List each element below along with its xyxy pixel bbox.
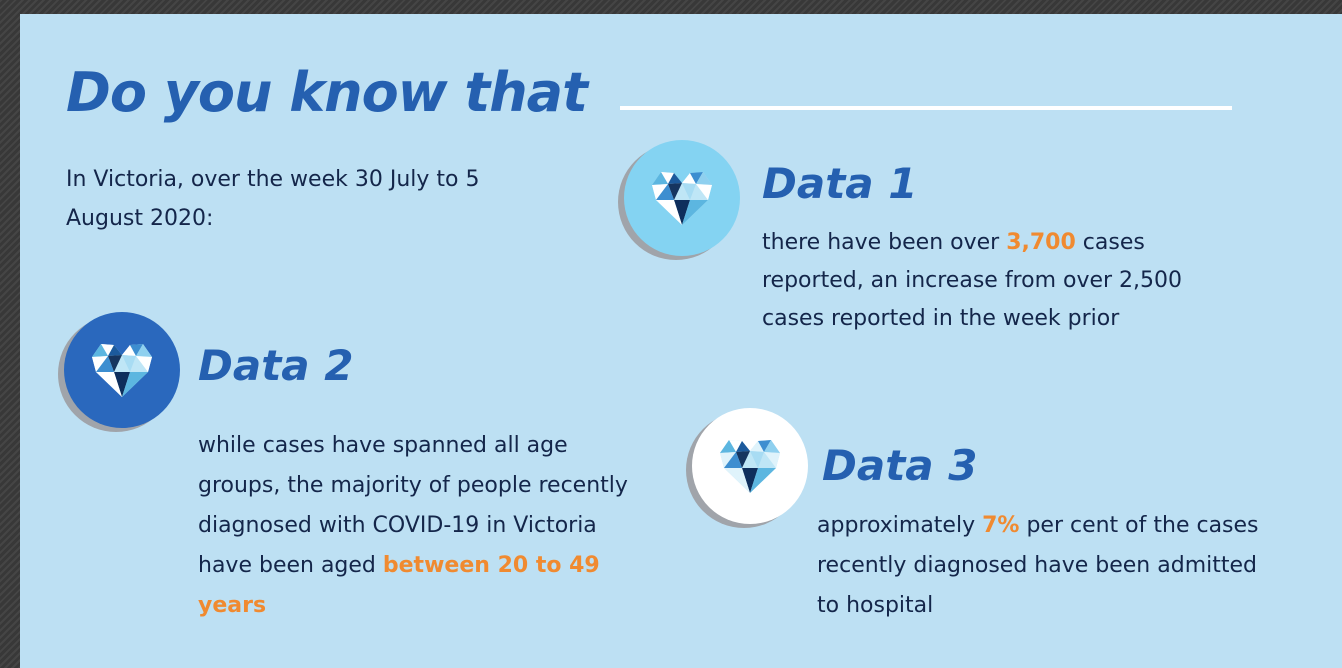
page-title: Do you know that [66,61,588,124]
fact-2-text-before: while cases have spanned all age groups,… [198,433,628,578]
fact-2-badge-circle [64,312,180,428]
fact-1-badge [618,140,740,260]
fact-3-badge-circle [692,408,808,524]
fact-3-heading: Data 3 [822,441,978,490]
fact-3-badge [686,408,808,528]
fact-3-text: approximately 7% per cent of the cases r… [817,506,1267,626]
fact-1-text: there have been over 3,700 cases reporte… [762,224,1192,338]
heart-icon [720,440,780,493]
title-divider [620,106,1232,110]
fact-3-highlight: 7% [982,513,1020,538]
fact-1-highlight: 3,700 [1006,230,1076,255]
heart-icon [92,344,152,397]
fact-3-text-after: per cent of the cases recently diagnosed… [817,513,1259,618]
intro-text: In Victoria, over the week 30 July to 5 … [66,167,480,231]
fact-2-highlight: between 20 to 49 years [198,553,600,618]
fact-2-heading: Data 2 [198,341,354,390]
heart-icon [652,172,712,225]
fact-2-badge [58,312,180,432]
info-panel: Do you know that In Victoria, over the w… [20,14,1342,668]
fact-1-heading: Data 1 [762,159,918,208]
fact-1-text-after: cases reported, an increase from over 2,… [762,230,1183,331]
fact-3-text-before: approximately [817,513,983,538]
fact-1-text-before: there have been over [762,230,1007,255]
fact-1-badge-circle [624,140,740,256]
fact-2-text: while cases have spanned all age groups,… [198,426,648,626]
